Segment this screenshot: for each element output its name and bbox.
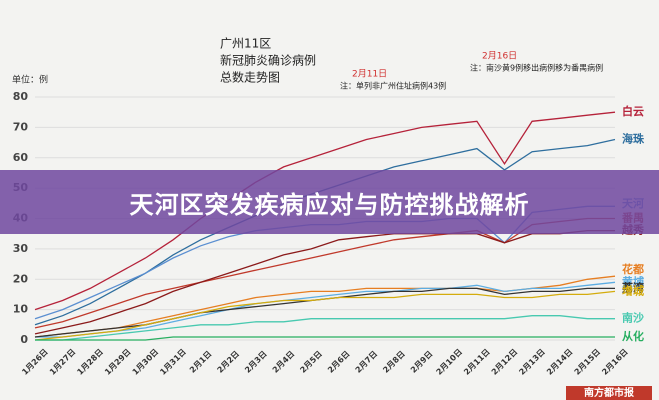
x-tick-label: 2月16日 <box>600 347 629 376</box>
x-tick-label: 2月4日 <box>271 349 297 375</box>
x-tick-label: 2月3日 <box>243 349 269 375</box>
unit-label: 单位：例 <box>12 74 48 86</box>
x-tick-label: 2月14日 <box>545 347 574 376</box>
series-label: 南沙 <box>622 311 644 325</box>
x-tick-label: 2月9日 <box>409 349 435 375</box>
series-label: 从化 <box>622 329 644 343</box>
x-tick-label: 1月27日 <box>48 347 77 376</box>
annotation-date: 2月11日 <box>352 69 387 80</box>
series-line <box>34 111 616 311</box>
x-tick-label: 2月2日 <box>216 349 242 375</box>
y-tick-label: 60 <box>13 151 29 164</box>
y-tick-label: 0 <box>20 333 28 346</box>
y-tick-label: 80 <box>13 90 29 103</box>
y-tick-label: 30 <box>13 242 29 255</box>
x-tick-label: 2月7日 <box>354 349 380 375</box>
series-line <box>35 281 616 338</box>
series-label: 白云 <box>622 104 644 118</box>
x-tick-label: 2月8日 <box>381 349 407 375</box>
y-tick-label: 10 <box>13 303 29 316</box>
page-title: 天河区突发疾病应对与防控挑战解析 <box>129 190 530 219</box>
x-tick-label: 2月10日 <box>435 347 464 376</box>
x-tick-label: 2月6日 <box>326 349 352 375</box>
x-tick-label: 1月26日 <box>20 347 49 376</box>
series-line <box>34 229 615 335</box>
series-line <box>35 336 615 341</box>
chart-title-line: 新冠肺炎确诊病例 <box>220 53 316 68</box>
series-label: 增城 <box>622 283 644 297</box>
source-box <box>566 386 652 400</box>
x-tick-label: 1月28日 <box>75 347 104 376</box>
annotation-note: 注：南沙黄9例移出病例移为番禺病例 <box>470 63 603 73</box>
series-label: 海珠 <box>622 132 645 146</box>
chart-title-line: 广州11区 <box>220 37 271 51</box>
x-tick-label: 2月11日 <box>462 347 491 376</box>
x-tick-label: 1月30日 <box>131 347 160 376</box>
chart-title-line: 总数走势图 <box>220 70 280 85</box>
series-line <box>35 315 615 341</box>
series-label: 花都 <box>622 262 644 276</box>
series-line <box>34 290 616 341</box>
x-tick-label: 2月13日 <box>517 347 546 376</box>
series-label: 荔湾 <box>621 280 644 294</box>
source: 南方都市报 <box>584 386 634 399</box>
x-tick-label: 1月29日 <box>103 347 132 376</box>
title-banner: 天河区突发疾病应对与防控挑战解析 <box>0 170 659 234</box>
x-tick-label: 2月5日 <box>298 349 324 375</box>
x-tick-label: 1月31日 <box>158 347 187 376</box>
annotation-date: 2月16日 <box>482 51 517 62</box>
y-tick-label: 70 <box>13 120 29 133</box>
x-tick-label: 2月1日 <box>188 349 214 375</box>
x-tick-label: 2月12日 <box>490 347 519 376</box>
series-label: 黄埔 <box>622 274 644 288</box>
annotation-note: 注：单列非广州住址病例43例 <box>340 81 446 91</box>
y-tick-label: 20 <box>13 272 29 285</box>
x-tick-label: 2月15日 <box>573 347 602 376</box>
